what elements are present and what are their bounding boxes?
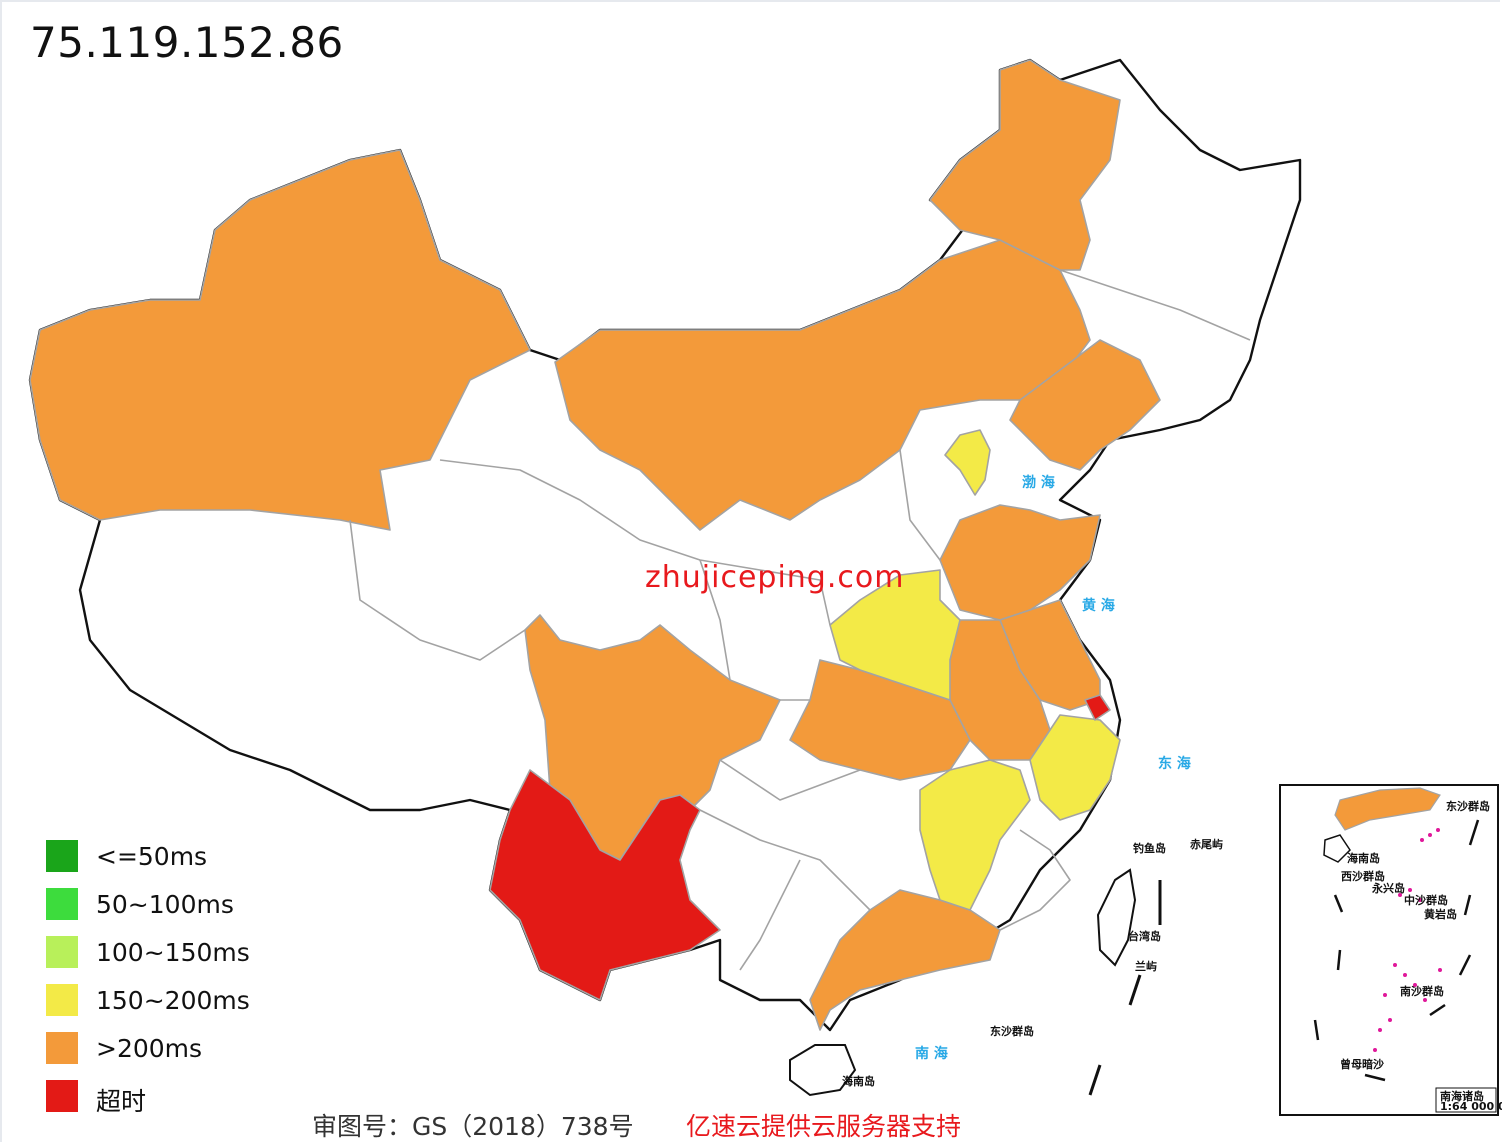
sea-label-donghai: 东 海 bbox=[1158, 755, 1191, 772]
region-beijing bbox=[944, 429, 991, 496]
sponsor-note: 亿速云提供云服务器支持 bbox=[686, 1112, 962, 1141]
south-china-sea-inset: 东沙群岛 海南岛 西沙群岛 永兴岛 中沙群岛 黄岩岛 南沙群岛 曾母暗沙 南海诸… bbox=[1279, 784, 1502, 1116]
island-label-diaoyu: 钓鱼岛 bbox=[1133, 841, 1166, 855]
ip-address-title: 75.119.152.86 bbox=[30, 18, 344, 67]
island-label-lanyu: 兰屿 bbox=[1135, 959, 1157, 973]
inset-label-dongsha: 东沙群岛 bbox=[1446, 799, 1490, 813]
region-inner-mongolia bbox=[554, 239, 1091, 531]
inset-label-zengmu: 曾母暗沙 bbox=[1340, 1057, 1384, 1071]
region-hainan bbox=[789, 1044, 857, 1097]
region-taiwan bbox=[1096, 868, 1137, 967]
region-shanghai bbox=[1084, 694, 1111, 721]
legend-label: >200ms bbox=[96, 1034, 203, 1063]
legend-swatch bbox=[46, 840, 78, 872]
sea-label-huanghai: 黄 海 bbox=[1082, 597, 1115, 614]
legend-label: 150~200ms bbox=[96, 986, 250, 1015]
inset-title: 南海诸岛 bbox=[1440, 1089, 1484, 1103]
inset-label-huangyan: 黄岩岛 bbox=[1424, 907, 1457, 921]
region-heilongjiang bbox=[929, 59, 1121, 271]
legend-swatch bbox=[46, 984, 78, 1016]
region-henan bbox=[829, 569, 961, 701]
inset-guangdong bbox=[1334, 787, 1441, 831]
region-zhejiang bbox=[1029, 714, 1121, 821]
legend-label: 超时 bbox=[96, 1087, 147, 1116]
legend-label: 100~150ms bbox=[96, 938, 250, 967]
inset-label-hainan: 海南岛 bbox=[1347, 851, 1380, 865]
inset-label-nansha: 南沙群岛 bbox=[1400, 984, 1444, 998]
region-xinjiang bbox=[29, 149, 531, 531]
region-guangdong bbox=[809, 889, 1001, 1031]
island-label-chiwei: 赤尾屿 bbox=[1190, 837, 1223, 851]
inset-label-yongxing: 永兴岛 bbox=[1371, 881, 1405, 895]
legend-swatch bbox=[46, 936, 78, 968]
legend-swatch bbox=[46, 888, 78, 920]
legend-label: 50~100ms bbox=[96, 890, 234, 919]
legend-label: <=50ms bbox=[96, 842, 208, 871]
island-label-hainan: 海南岛 bbox=[842, 1074, 875, 1088]
sea-label-nanhai: 南 海 bbox=[915, 1045, 948, 1062]
region-hubei bbox=[789, 659, 971, 781]
sea-label-bohai: 渤 海 bbox=[1022, 474, 1055, 491]
site-watermark: zhujiceping.com bbox=[645, 560, 905, 595]
region-liaoning bbox=[1009, 339, 1161, 471]
legend-swatch bbox=[46, 1032, 78, 1064]
inset-scale: 1:64 000 000 bbox=[1440, 1100, 1502, 1113]
map-approval-number: 审图号：GS（2018）738号 bbox=[312, 1112, 634, 1141]
region-yunnan bbox=[489, 769, 721, 1001]
inset-label-zhongsha: 中沙群岛 bbox=[1404, 893, 1448, 907]
island-label-taiwan: 台湾岛 bbox=[1128, 929, 1161, 943]
island-label-dongsha: 东沙群岛 bbox=[990, 1024, 1034, 1038]
region-shandong bbox=[939, 504, 1101, 621]
inset-label-xisha: 西沙群岛 bbox=[1341, 869, 1385, 883]
legend-swatch bbox=[46, 1080, 78, 1112]
region-jiangxi bbox=[919, 759, 1031, 911]
